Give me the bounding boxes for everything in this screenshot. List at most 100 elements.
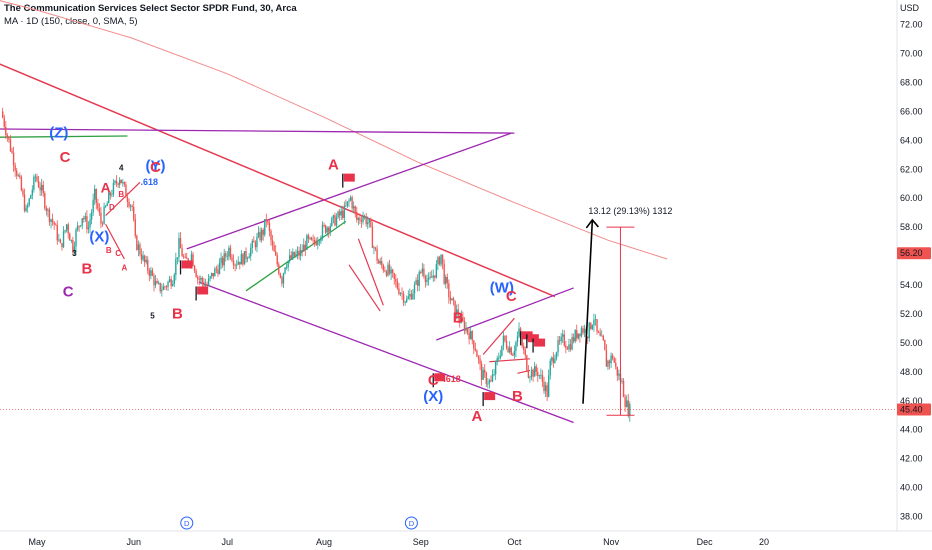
candle — [368, 218, 370, 223]
candle — [448, 283, 450, 298]
candle — [427, 277, 430, 280]
candle — [228, 247, 230, 257]
candle — [36, 176, 38, 181]
candle — [423, 268, 425, 277]
wave-label: C — [63, 284, 74, 301]
candle — [415, 280, 417, 285]
candle — [264, 219, 266, 235]
candle — [560, 336, 562, 342]
candle — [348, 200, 350, 202]
candle — [34, 176, 37, 178]
trend-line — [105, 181, 141, 217]
candle — [3, 117, 5, 127]
candle — [44, 193, 46, 209]
projection-label: 13.12 (29.13%) 1312 — [588, 206, 672, 216]
y-tick-label: 64.00 — [900, 135, 923, 145]
y-tick-label: 48.00 — [900, 367, 923, 377]
candle — [203, 281, 205, 286]
candle — [343, 205, 346, 218]
candle — [484, 369, 486, 374]
candle — [83, 218, 85, 220]
candle — [220, 257, 222, 264]
candle — [594, 319, 597, 320]
candle — [167, 281, 169, 288]
candle — [406, 298, 408, 302]
candle — [399, 293, 402, 295]
wave-label: 3 — [72, 249, 77, 258]
wave-label: B — [453, 310, 464, 327]
candle — [123, 182, 126, 185]
candle — [204, 284, 207, 286]
candle — [523, 346, 525, 350]
candle — [621, 380, 623, 382]
candle — [243, 251, 246, 265]
candle — [508, 347, 511, 353]
candle — [466, 327, 469, 333]
candle — [147, 259, 149, 271]
candle — [253, 240, 255, 243]
candle — [521, 337, 523, 347]
candle — [446, 276, 448, 284]
candle — [317, 242, 319, 245]
candle — [307, 235, 310, 239]
candle — [126, 197, 129, 202]
candle — [207, 278, 210, 286]
candle — [198, 278, 200, 280]
candle — [455, 309, 458, 315]
candle — [382, 265, 385, 271]
candle — [524, 349, 526, 356]
moving-average-line — [0, 0, 668, 260]
candle — [87, 227, 90, 230]
dividend-marker-icon — [180, 516, 194, 530]
candle — [193, 265, 196, 271]
wave-label: (Z) — [49, 124, 68, 141]
candle — [221, 257, 224, 266]
wave-label: C — [150, 159, 161, 176]
trend-line — [199, 281, 574, 424]
currency-label: USD — [900, 3, 920, 13]
trend-line — [0, 128, 515, 134]
candle — [572, 337, 575, 342]
candle — [237, 261, 239, 265]
candle — [176, 257, 179, 259]
wave-label: (Y) — [146, 158, 166, 175]
candle — [73, 246, 76, 253]
candle — [370, 218, 372, 227]
candle — [256, 236, 258, 248]
candle — [81, 218, 83, 226]
wave-label: B — [81, 260, 92, 277]
candle — [232, 260, 235, 266]
candle — [109, 192, 112, 196]
wave-label: C — [506, 288, 517, 305]
candle — [505, 340, 508, 349]
candle — [250, 248, 252, 257]
candle — [299, 249, 302, 256]
candle — [518, 328, 520, 337]
candle — [318, 241, 321, 243]
candle — [418, 272, 420, 286]
candle — [40, 184, 43, 191]
candle — [276, 255, 278, 265]
candle — [554, 358, 556, 363]
candle — [480, 363, 483, 380]
candle — [246, 258, 249, 259]
candle — [501, 345, 503, 356]
candle — [332, 215, 335, 218]
candle — [586, 336, 589, 339]
candle — [488, 380, 491, 384]
candle — [387, 264, 389, 276]
candle — [618, 373, 620, 376]
candle — [613, 358, 615, 363]
wave-label: .618 — [141, 177, 159, 187]
candle — [265, 219, 268, 221]
y-tick-label: 60.00 — [900, 193, 923, 203]
candle — [140, 254, 143, 260]
wave-label: B — [106, 246, 112, 255]
candle — [165, 286, 168, 288]
candle — [462, 316, 464, 321]
candle — [599, 332, 601, 336]
candle — [513, 350, 516, 356]
candle — [101, 223, 104, 225]
candle — [69, 233, 71, 241]
